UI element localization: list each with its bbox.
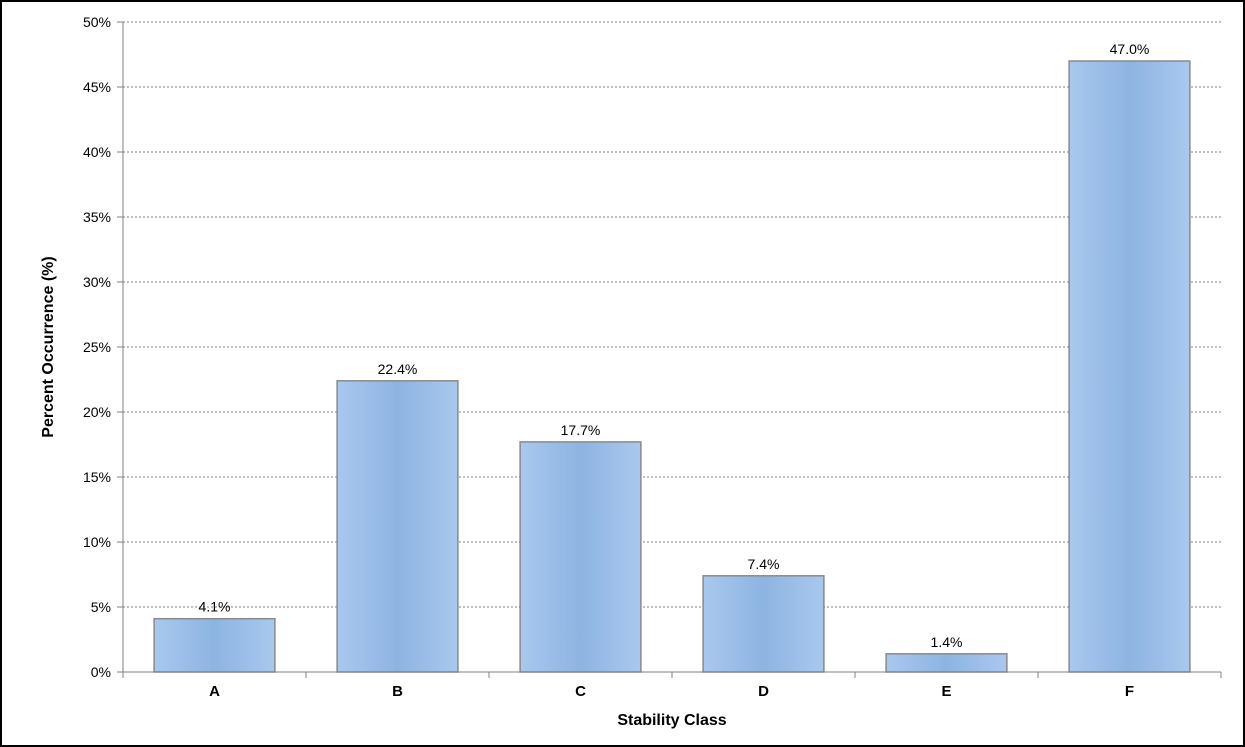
bar-d bbox=[702, 575, 825, 673]
y-tick-label: 35% bbox=[83, 209, 111, 225]
data-label: 7.4% bbox=[748, 556, 780, 572]
x-tick-label: A bbox=[209, 683, 220, 700]
gridlines bbox=[123, 21, 1221, 608]
y-tick-label: 25% bbox=[83, 339, 111, 355]
bar-c bbox=[519, 441, 642, 673]
bar-a bbox=[153, 617, 276, 673]
bars bbox=[153, 60, 1191, 673]
x-ticks: A B C D E F bbox=[122, 672, 1222, 700]
y-tick-label: 0% bbox=[91, 664, 111, 680]
data-labels: 4.1% 22.4% 17.7% 7.4% 1.4% 47.0% bbox=[199, 41, 1150, 650]
data-label: 4.1% bbox=[199, 599, 231, 615]
data-label: 17.7% bbox=[561, 422, 601, 438]
data-label: 22.4% bbox=[378, 361, 418, 377]
y-tick-label: 45% bbox=[83, 79, 111, 95]
data-label: 47.0% bbox=[1110, 41, 1150, 57]
bar-e bbox=[885, 653, 1008, 673]
x-tick-label: B bbox=[392, 683, 403, 700]
data-label: 1.4% bbox=[931, 634, 963, 650]
x-tick-label: C bbox=[575, 683, 586, 700]
bar-f bbox=[1068, 60, 1191, 673]
y-tick-label: 40% bbox=[83, 144, 111, 160]
y-axis-title: Percent Occurrence (%) bbox=[40, 256, 57, 437]
x-tick-label: F bbox=[1125, 683, 1134, 700]
y-tick-label: 20% bbox=[83, 404, 111, 420]
y-tick-label: 10% bbox=[83, 534, 111, 550]
y-tick-label: 30% bbox=[83, 274, 111, 290]
bar-b bbox=[336, 380, 459, 673]
y-tick-label: 50% bbox=[83, 14, 111, 30]
x-tick-label: D bbox=[758, 683, 769, 700]
y-ticks: 0% 5% 10% 15% 20% 25% 30% 35% 40% 45% 50% bbox=[83, 14, 123, 680]
y-tick-label: 5% bbox=[91, 599, 111, 615]
y-tick-label: 15% bbox=[83, 469, 111, 485]
x-axis-title: Stability Class bbox=[617, 712, 726, 729]
x-tick-label: E bbox=[941, 683, 951, 700]
